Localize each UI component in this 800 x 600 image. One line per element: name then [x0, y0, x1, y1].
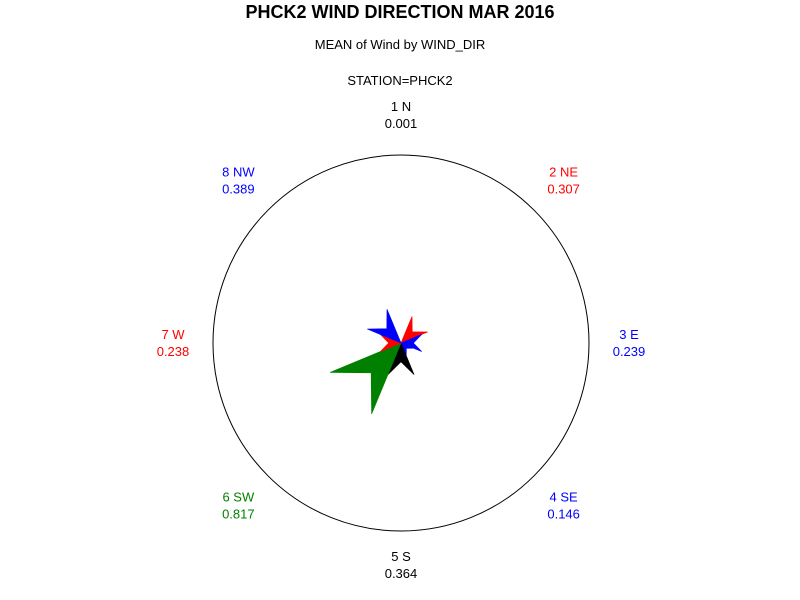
- direction-label-s: 5 S: [391, 549, 411, 564]
- wedge-e: [400, 334, 422, 352]
- wedges-layer: [329, 309, 428, 415]
- value-label-sw: 0.817: [222, 507, 255, 522]
- chart-subtitle: MEAN of Wind by WIND_DIR: [314, 37, 486, 52]
- value-label-n: 0.001: [385, 116, 418, 131]
- station-label: STATION=PHCK2: [347, 73, 453, 88]
- value-label-nw: 0.389: [222, 181, 255, 196]
- direction-label-ne: 2 NE: [549, 164, 578, 179]
- chart-title: PHCK2 WIND DIRECTION MAR 2016: [245, 2, 555, 22]
- labels-layer: 1 N 0.001 2 NE 0.307 3 E 0.239 4 SE 0.146 5 S 0.3…: [157, 99, 646, 581]
- direction-label-nw: 8 NW: [222, 164, 255, 179]
- direction-label-w: 7 W: [161, 327, 185, 342]
- value-label-s: 0.364: [385, 566, 418, 581]
- value-label-e: 0.239: [613, 344, 646, 359]
- direction-label-sw: 6 SW: [222, 490, 255, 505]
- wedge-sw: [329, 342, 402, 415]
- star-chart-frame: [212, 154, 590, 532]
- value-label-ne: 0.307: [547, 181, 580, 196]
- value-label-se: 0.146: [547, 507, 580, 522]
- direction-label-se: 4 SE: [550, 490, 579, 505]
- value-label-w: 0.238: [157, 344, 190, 359]
- wedge-nw: [367, 309, 402, 344]
- direction-label-e: 3 E: [619, 327, 639, 342]
- direction-label-n: 1 N: [391, 99, 411, 114]
